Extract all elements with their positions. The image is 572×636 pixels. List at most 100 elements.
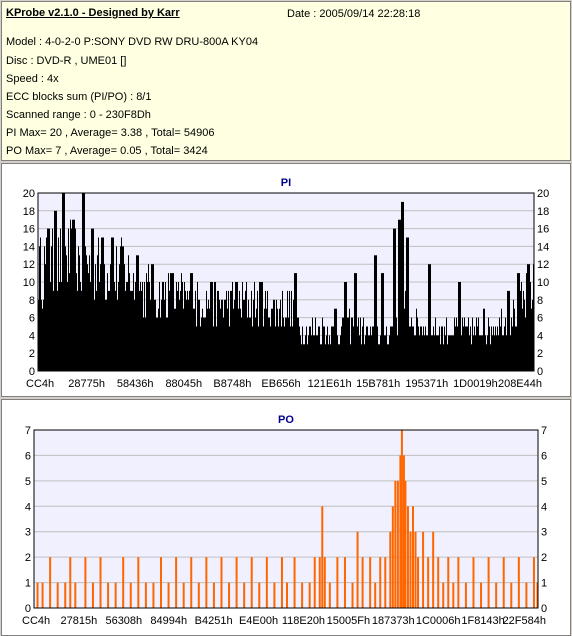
pi-bar bbox=[234, 299, 235, 371]
y-tick-label-right: 3 bbox=[541, 527, 547, 539]
pi-bar bbox=[122, 246, 123, 371]
pi-bar bbox=[414, 335, 415, 371]
pi-bar bbox=[62, 193, 63, 371]
pi-bar bbox=[287, 290, 288, 371]
pi-bar bbox=[418, 326, 419, 371]
pi-bar bbox=[408, 237, 409, 371]
pi-bar bbox=[41, 299, 42, 371]
pi-bar bbox=[185, 290, 186, 371]
pi-bar bbox=[235, 282, 236, 371]
pi-bar bbox=[147, 282, 148, 371]
pi-summary: PI Max= 20 , Average= 3.38 , Total= 5490… bbox=[6, 127, 215, 139]
pi-bar bbox=[179, 299, 180, 371]
pi-bar bbox=[112, 237, 113, 371]
pi-bar bbox=[223, 317, 224, 371]
pi-bar bbox=[163, 282, 164, 371]
po-bar bbox=[321, 506, 324, 608]
pi-bar bbox=[425, 326, 426, 371]
pi-bar bbox=[275, 326, 276, 371]
pi-bar bbox=[98, 237, 99, 371]
pi-bar bbox=[338, 344, 339, 371]
pi-bar bbox=[279, 308, 280, 371]
pi-bar bbox=[291, 290, 292, 371]
pi-bar bbox=[54, 210, 55, 371]
pi-bar bbox=[228, 290, 229, 371]
pi-bar bbox=[181, 273, 182, 371]
pi-bar bbox=[427, 335, 428, 371]
pi-bar bbox=[345, 282, 346, 371]
pi-bar bbox=[336, 308, 337, 371]
pi-bar bbox=[97, 255, 98, 371]
pi-bar bbox=[80, 282, 81, 371]
pi-bar bbox=[381, 273, 382, 371]
pi-bar bbox=[496, 335, 497, 371]
y-tick-label-right: 8 bbox=[537, 295, 543, 307]
y-tick-label-left: 16 bbox=[23, 224, 35, 236]
pi-bar bbox=[218, 290, 219, 371]
pi-bar bbox=[488, 317, 489, 371]
po-bar bbox=[258, 582, 261, 608]
y-tick-label-left: 4 bbox=[29, 330, 35, 342]
pi-bar bbox=[472, 317, 473, 371]
pi-bar bbox=[177, 290, 178, 371]
pi-bar bbox=[168, 273, 169, 371]
pi-bar bbox=[197, 282, 198, 371]
pi-bar bbox=[435, 317, 436, 371]
pi-bar bbox=[198, 299, 199, 371]
pi-bar bbox=[225, 299, 226, 371]
pi-bar bbox=[406, 237, 407, 371]
pi-bar bbox=[111, 237, 112, 371]
pi-bar bbox=[230, 290, 231, 371]
pi-bar bbox=[324, 326, 325, 371]
pi-bar bbox=[483, 308, 484, 371]
pi-bar bbox=[422, 335, 423, 371]
pi-bar bbox=[522, 308, 523, 371]
pi-bar bbox=[366, 326, 367, 371]
pi-bar bbox=[476, 317, 477, 371]
po-bar bbox=[400, 430, 403, 608]
po-bar bbox=[41, 582, 44, 608]
po-bar bbox=[273, 582, 276, 608]
pi-bar bbox=[309, 326, 310, 371]
scan-speed: Speed : 4x bbox=[6, 73, 59, 85]
pi-bar bbox=[400, 219, 401, 371]
po-bar bbox=[396, 480, 399, 608]
pi-bar bbox=[121, 237, 122, 371]
x-tick-label: 84994h bbox=[150, 615, 187, 627]
pi-bar bbox=[145, 317, 146, 371]
y-tick-label-right: 18 bbox=[537, 206, 549, 218]
pi-bar bbox=[452, 335, 453, 371]
pi-bar bbox=[440, 344, 441, 371]
po-chart: PO 0 0 1 1 2 2 3 3 4 4 5 5 6 6 7 7 CC4h 27815h 56308h 84994h… bbox=[22, 414, 547, 627]
pi-bar bbox=[316, 335, 317, 371]
pi-bar bbox=[379, 344, 380, 371]
pi-bar bbox=[155, 299, 156, 371]
y-tick-label-right: 2 bbox=[537, 348, 543, 360]
y-tick-label-right: 14 bbox=[537, 241, 549, 253]
y-tick-label-left: 4 bbox=[25, 501, 31, 513]
pi-bar bbox=[256, 308, 257, 371]
pi-bar bbox=[526, 273, 527, 371]
pi-bar bbox=[346, 282, 347, 371]
pi-bar bbox=[227, 308, 228, 371]
pi-bar bbox=[93, 228, 94, 371]
pi-bar bbox=[494, 335, 495, 371]
pi-bar bbox=[489, 326, 490, 371]
pi-bar bbox=[105, 299, 106, 371]
pi-bar bbox=[478, 317, 479, 371]
pi-bar bbox=[188, 299, 189, 371]
po-bar bbox=[369, 557, 372, 608]
pi-bar bbox=[471, 344, 472, 371]
pi-bar bbox=[161, 299, 162, 371]
y-tick-label-left: 7 bbox=[25, 425, 31, 437]
plot-area bbox=[34, 430, 538, 608]
pi-bar bbox=[357, 326, 358, 371]
pi-bar bbox=[348, 317, 349, 371]
po-bar bbox=[235, 557, 238, 608]
pi-bar bbox=[40, 237, 41, 371]
pi-bar bbox=[468, 317, 469, 371]
y-tick-label-right: 4 bbox=[541, 501, 547, 513]
x-tick-label: 187373h bbox=[372, 615, 415, 627]
pi-bar bbox=[389, 335, 390, 371]
pi-bar bbox=[92, 228, 93, 371]
